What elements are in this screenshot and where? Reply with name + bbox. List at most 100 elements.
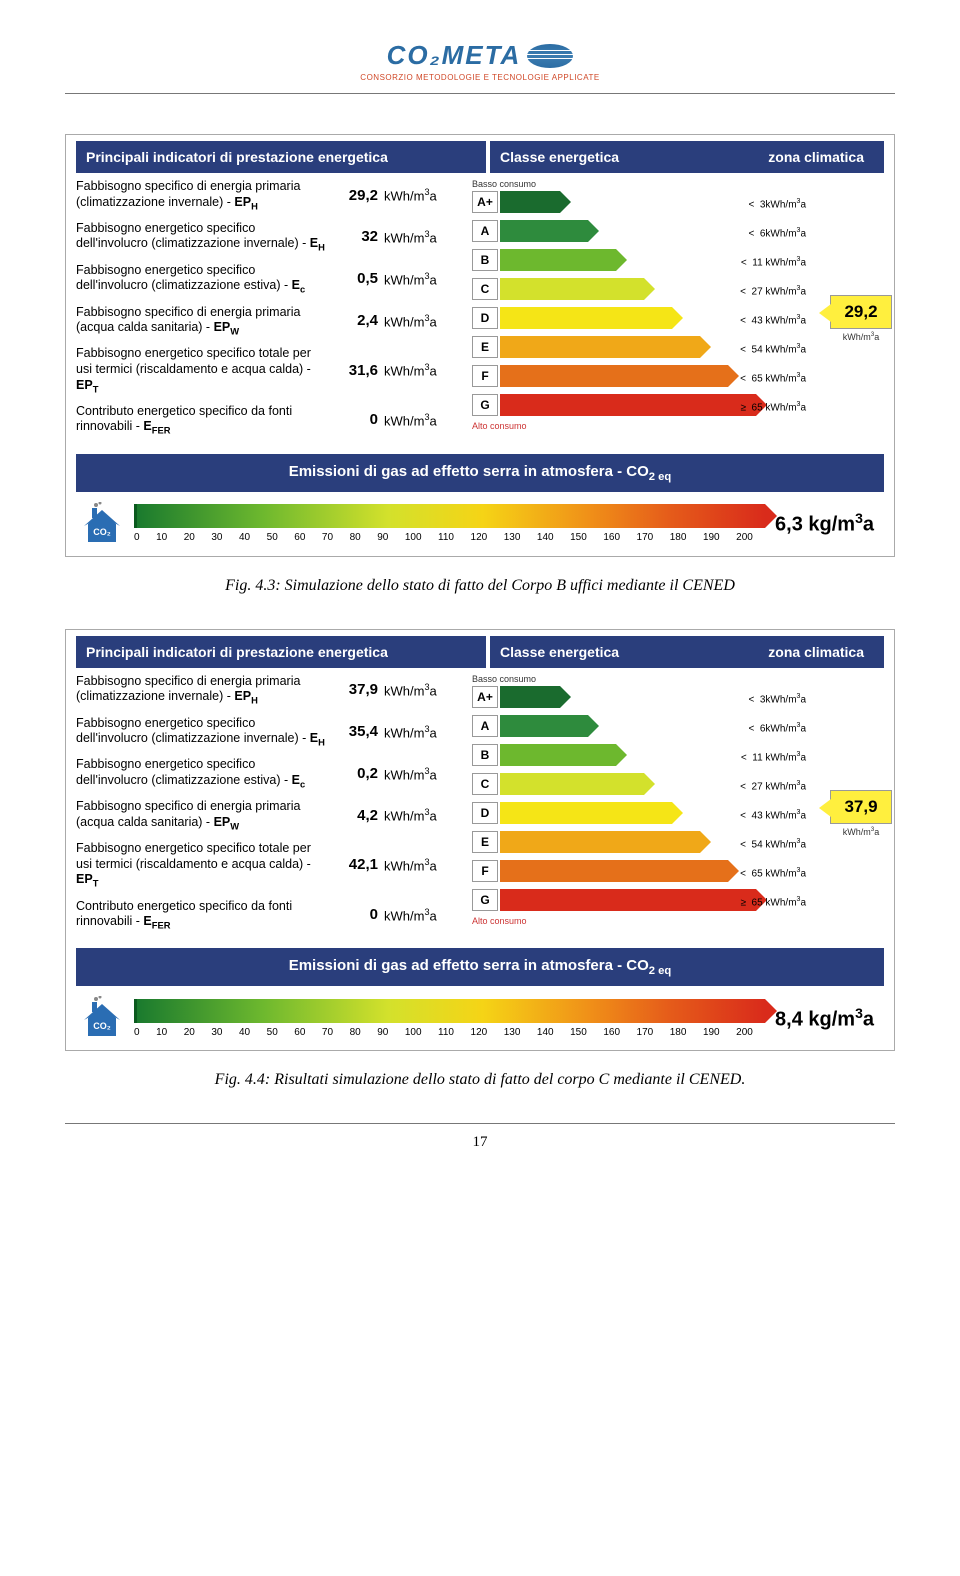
logo-subtitle: CONSORZIO METODOLOGIE E TECNOLOGIE APPLI…: [360, 73, 599, 82]
callout-value: 29,2: [830, 295, 892, 329]
figure-caption-1: Fig. 4.4: Risultati simulazione dello st…: [65, 1071, 895, 1089]
indicator-value: 0,5: [334, 270, 378, 289]
scale-tick: 0: [134, 532, 140, 543]
scale-tick: 50: [267, 532, 278, 543]
class-threshold: < 11 kWh/m3a: [741, 751, 806, 763]
indicator-row: Fabbisogno energetico specifico dell'inv…: [76, 221, 466, 255]
indicator-value: 0: [334, 411, 378, 430]
energy-class-row-F: F < 65 kWh/m3a: [472, 363, 884, 389]
indicator-row: Fabbisogno energetico specifico dell'inv…: [76, 263, 466, 297]
class-threshold: < 43 kWh/m3a: [740, 809, 806, 821]
scale-tick: 140: [537, 1027, 554, 1038]
scale-tick: 130: [504, 532, 521, 543]
indicator-row: Fabbisogno energetico specifico totale p…: [76, 346, 466, 395]
class-zone-header: Classe energeticazona climatica: [490, 636, 884, 668]
class-arrow-icon: [500, 744, 627, 766]
class-letter: D: [472, 307, 498, 329]
scale-tick: 10: [156, 1027, 167, 1038]
scale-tick: 170: [637, 1027, 654, 1038]
indicators-column: Fabbisogno specifico di energia primaria…: [76, 674, 466, 941]
class-threshold: < 3kWh/m3a: [748, 693, 806, 705]
class-letter: C: [472, 773, 498, 795]
scale-tick: 90: [377, 532, 388, 543]
house-co2-icon: CO₂: [80, 502, 124, 546]
scale-tick: 150: [570, 532, 587, 543]
indicator-value: 29,2: [334, 187, 378, 206]
class-threshold: < 6kWh/m3a: [748, 722, 806, 734]
class-threshold: < 27 kWh/m3a: [740, 780, 806, 792]
indicator-value: 0,2: [334, 765, 378, 784]
indicator-unit: kWh/m3a: [384, 682, 437, 700]
scale-tick: 160: [603, 532, 620, 543]
scale-tick: 30: [211, 532, 222, 543]
indicator-value: 35,4: [334, 723, 378, 742]
scale-tick: 160: [603, 1027, 620, 1038]
class-letter: E: [472, 336, 498, 358]
indicator-label: Contributo energetico specifico da fonti…: [76, 404, 334, 438]
figure-caption-0: Fig. 4.3: Simulazione dello stato di fat…: [65, 577, 895, 595]
indicator-value: 37,9: [334, 681, 378, 700]
class-arrow-icon: [500, 394, 767, 416]
scale-tick: 0: [134, 1027, 140, 1038]
energy-class-row-A: A < 6kWh/m3a: [472, 218, 884, 244]
scale-tick: 80: [350, 532, 361, 543]
class-arrow-icon: [500, 686, 571, 708]
indicator-label: Fabbisogno energetico specifico dell'inv…: [76, 716, 334, 750]
callout-unit: kWh/m3a: [830, 826, 892, 837]
indicator-label: Fabbisogno specifico di energia primaria…: [76, 305, 334, 339]
scale-tick: 50: [267, 1027, 278, 1038]
indicator-row: Fabbisogno specifico di energia primaria…: [76, 674, 466, 708]
svg-text:CO₂: CO₂: [93, 527, 111, 537]
indicator-row: Fabbisogno energetico specifico dell'inv…: [76, 716, 466, 750]
class-threshold: < 65 kWh/m3a: [740, 372, 806, 384]
energy-class-row-C: C < 27 kWh/m3a: [472, 771, 884, 797]
low-consumption-label: Basso consumo: [472, 674, 884, 684]
energy-class-row-F: F < 65 kWh/m3a: [472, 858, 884, 884]
indicator-row: Fabbisogno energetico specifico dell'inv…: [76, 757, 466, 791]
indicators-header: Principali indicatori di prestazione ene…: [76, 141, 486, 173]
emissions-scale: 0102030405060708090100110120130140150160…: [134, 999, 765, 1038]
class-threshold: < 11 kWh/m3a: [741, 256, 806, 268]
header-divider: [65, 93, 895, 94]
indicator-value: 32: [334, 228, 378, 247]
energy-class-row-G: G ≥ 65 kWh/m3a: [472, 887, 884, 913]
footer-divider: [65, 1123, 895, 1124]
class-arrow-icon: [500, 249, 627, 271]
indicator-unit: kWh/m3a: [384, 766, 437, 784]
callout-value: 37,9: [830, 790, 892, 824]
emissions-value: 6,3 kg/m3a: [775, 510, 880, 537]
high-consumption-label: Alto consumo: [472, 916, 884, 926]
class-arrow-icon: [500, 831, 711, 853]
scale-tick: 40: [239, 532, 250, 543]
indicator-label: Fabbisogno specifico di energia primaria…: [76, 179, 334, 213]
logo-swoosh-icon: [527, 44, 573, 68]
scale-tick: 20: [184, 532, 195, 543]
scale-tick: 70: [322, 532, 333, 543]
scale-tick: 190: [703, 1027, 720, 1038]
callout-unit: kWh/m3a: [830, 331, 892, 342]
indicator-row: Fabbisogno specifico di energia primaria…: [76, 179, 466, 213]
class-arrow-icon: [500, 307, 683, 329]
energy-class-row-A+: A+ < 3kWh/m3a: [472, 684, 884, 710]
energy-panel-0: Principali indicatori di prestazione ene…: [65, 134, 895, 557]
scale-tick: 150: [570, 1027, 587, 1038]
class-letter: E: [472, 831, 498, 853]
indicator-label: Fabbisogno energetico specifico totale p…: [76, 841, 334, 890]
emissions-header: Emissioni di gas ad effetto serra in atm…: [76, 454, 884, 492]
indicator-value: 4,2: [334, 807, 378, 826]
scale-tick: 110: [438, 532, 454, 543]
scale-tick: 70: [322, 1027, 333, 1038]
class-arrow-icon: [500, 773, 655, 795]
indicator-label: Fabbisogno specifico di energia primaria…: [76, 674, 334, 708]
energy-class-row-E: E < 54 kWh/m3a: [472, 334, 884, 360]
indicator-label: Fabbisogno specifico di energia primaria…: [76, 799, 334, 833]
indicator-value: 42,1: [334, 856, 378, 875]
class-letter: G: [472, 889, 498, 911]
house-co2-icon: CO₂: [80, 996, 124, 1040]
scale-tick: 100: [405, 532, 422, 543]
class-letter: G: [472, 394, 498, 416]
class-letter: C: [472, 278, 498, 300]
scale-tick: 90: [377, 1027, 388, 1038]
class-arrow-icon: [500, 336, 711, 358]
class-arrow-icon: [500, 220, 599, 242]
